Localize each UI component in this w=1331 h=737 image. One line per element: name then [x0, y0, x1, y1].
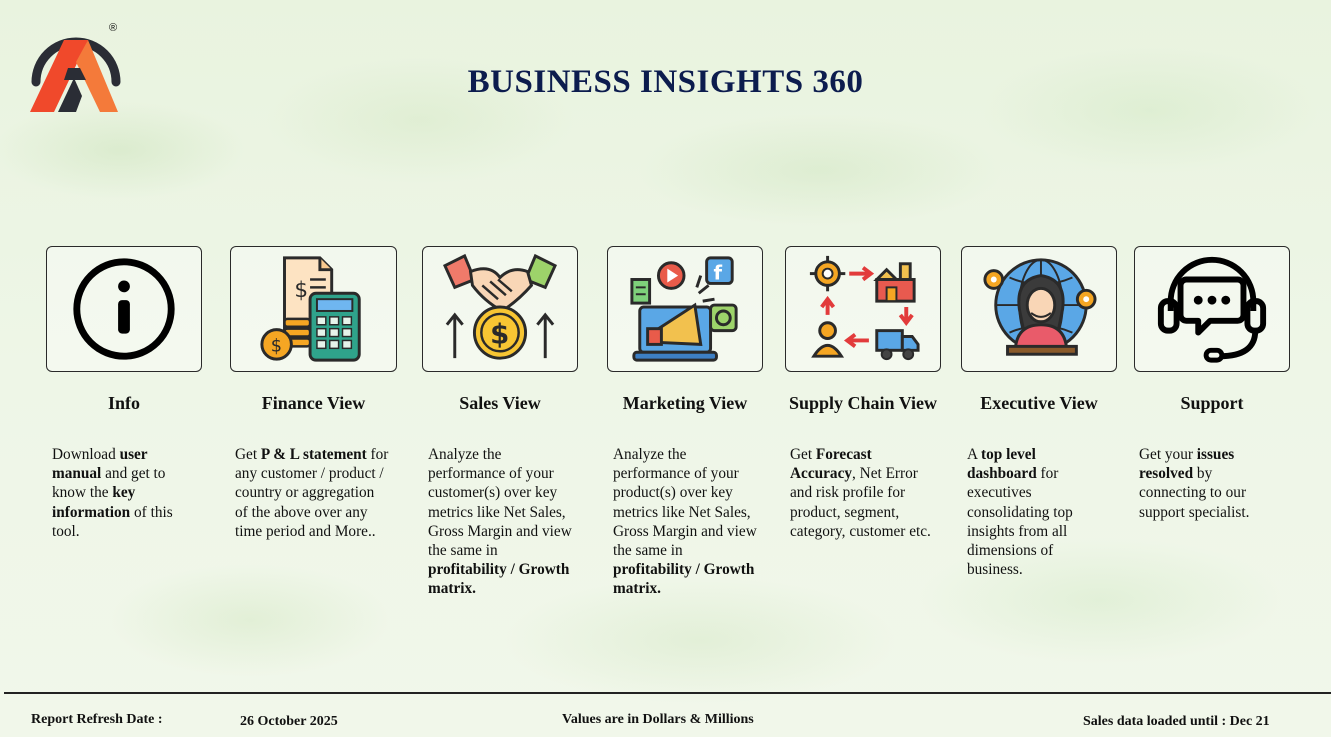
description-bold-text: issues resolved	[1139, 446, 1235, 483]
description-bold-text: Forecast Accuracy	[790, 446, 872, 483]
executive-icon	[983, 258, 1097, 356]
headset-icon	[1157, 256, 1267, 363]
supply-chain-view-card[interactable]	[785, 246, 941, 372]
description-text: Get	[790, 446, 816, 463]
support-label[interactable]: Support	[1180, 393, 1244, 413]
supply-chain-view-description: Get Forecast Accuracy, Net Error and ris…	[790, 445, 935, 541]
footer-divider	[4, 692, 1331, 694]
description-bold-text: key information	[52, 484, 136, 521]
executive-view-description: A top level dashboard for executives con…	[967, 445, 1097, 579]
svg-text:$: $	[490, 318, 509, 350]
page-title: BUSINESS INSIGHTS 360	[467, 64, 864, 100]
megaphone-icon: f	[630, 256, 738, 362]
executive-view-card[interactable]	[961, 246, 1117, 372]
info-card[interactable]	[46, 246, 202, 372]
description-text: for executives consolidating top insight…	[967, 465, 1073, 579]
refresh-date-label: Report Refresh Date :	[31, 712, 163, 727]
description-text: Analyze the performance of your product(…	[613, 446, 757, 560]
description-text: Get your	[1139, 446, 1197, 463]
description-text: of this tool.	[52, 503, 173, 540]
svg-text:$: $	[270, 336, 281, 356]
description-text: by connecting to our support specialist.	[1139, 465, 1250, 521]
info-icon	[73, 258, 175, 360]
registered-mark: ®	[109, 22, 118, 34]
supply-chain-view-label[interactable]: Supply Chain View	[788, 393, 938, 413]
sales-view-description: Analyze the performance of your customer…	[428, 445, 573, 599]
info-description: Download user manual and get to know the…	[52, 445, 192, 541]
refresh-date-value: 26 October 2025	[240, 714, 338, 729]
description-text: , Net Error and risk profile for product…	[790, 465, 931, 540]
executive-view-label[interactable]: Executive View	[980, 393, 1098, 413]
description-bold-text: profitability / Growth matrix.	[428, 561, 570, 598]
description-bold-text: profitability / Growth matrix.	[613, 561, 755, 598]
units-note: Values are in Dollars & Millions	[562, 712, 754, 727]
description-text: A	[967, 446, 982, 463]
sales-view-card[interactable]: $	[422, 246, 578, 372]
marketing-view-description: Analyze the performance of your product(…	[613, 445, 758, 599]
info-label[interactable]: Info	[107, 393, 140, 413]
sales-view-label[interactable]: Sales View	[459, 393, 541, 413]
company-logo: ®	[24, 20, 124, 116]
support-description: Get your issues resolved by connecting t…	[1139, 445, 1279, 522]
svg-text:$: $	[294, 278, 308, 303]
description-text: Get	[235, 446, 261, 463]
handshake-icon: $	[443, 253, 557, 360]
supply-chain-icon	[809, 255, 920, 361]
description-text: Analyze the performance of your customer…	[428, 446, 572, 560]
support-card[interactable]	[1134, 246, 1290, 372]
description-bold-text: P & L statement	[260, 446, 367, 463]
marketing-view-label[interactable]: Marketing View	[622, 393, 748, 413]
marketing-view-card[interactable]: f	[607, 246, 763, 372]
svg-text:f: f	[714, 262, 723, 285]
finance-view-description: Get P & L statement for any customer / p…	[235, 445, 390, 541]
finance-view-label[interactable]: Finance View	[261, 393, 366, 413]
description-text: Download	[52, 446, 120, 463]
description-text: for any customer / product / country or …	[235, 446, 389, 540]
description-bold-text: top level dashboard	[967, 446, 1037, 483]
description-bold-text: user manual	[52, 446, 148, 483]
finance-view-card[interactable]: $ $	[230, 246, 397, 372]
description-text: and get to know the	[52, 465, 166, 502]
sales-loaded-until: Sales data loaded until : Dec 21	[1083, 714, 1270, 729]
calculator-icon: $ $	[259, 256, 361, 362]
